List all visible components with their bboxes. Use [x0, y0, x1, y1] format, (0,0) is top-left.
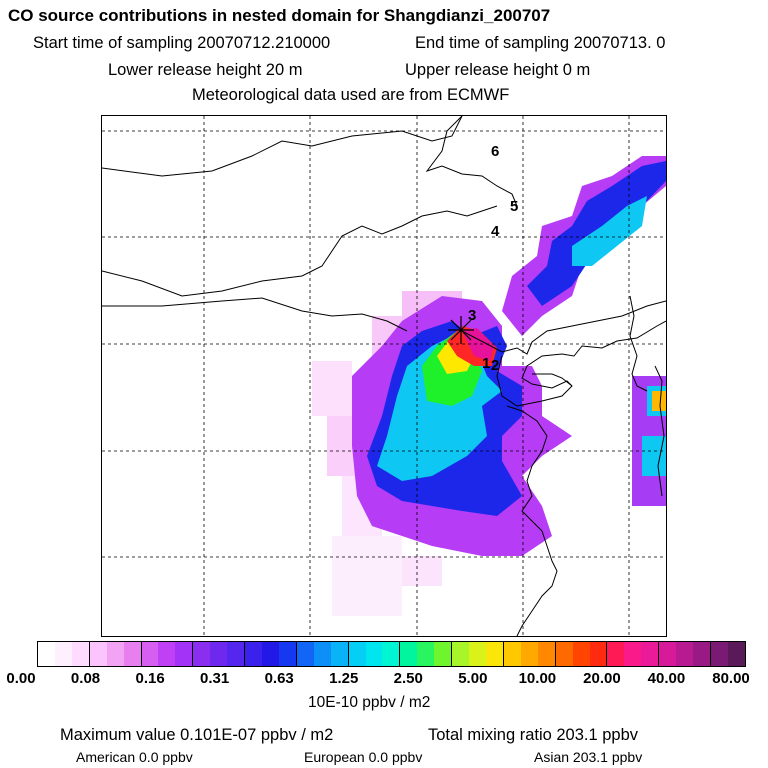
release-upper: Upper release height 0 m: [405, 61, 591, 79]
colorbar-tick-label: 0.00: [6, 670, 36, 687]
colorbar-swatch: [382, 642, 401, 666]
colorbar-swatch: [641, 642, 660, 666]
sampling-start: Start time of sampling 20070712.210000: [33, 34, 331, 52]
colorbar-swatch: [245, 642, 262, 666]
coastline-boundaries: [102, 116, 666, 636]
colorbar-swatch: [313, 642, 331, 666]
map-svg: 6 5 4 3 1 2: [102, 116, 666, 636]
colorbar-swatch: [348, 642, 366, 666]
colorbar-unit: 10E-10 ppbv / m2: [308, 694, 431, 711]
time-label-2: 2: [491, 357, 499, 374]
colorbar-swatch: [710, 642, 728, 666]
time-label-1: 1: [482, 355, 490, 372]
max-value: Maximum value 0.101E-07 ppbv / m2: [60, 726, 334, 744]
time-label-3: 3: [468, 307, 476, 324]
colorbar-swatch: [434, 642, 453, 666]
colorbar-swatch: [227, 642, 246, 666]
colorbar-swatch: [676, 642, 694, 666]
colorbar-swatch: [261, 642, 279, 666]
colorbar-swatch: [607, 642, 625, 666]
time-labels: 6 5 4 3 1 2: [468, 143, 518, 374]
colorbar-swatch: [469, 642, 486, 666]
asian-contribution: Asian 203.1 ppbv: [534, 749, 643, 765]
colorbar-tick-label: 0.31: [200, 670, 230, 687]
time-label-5: 5: [510, 198, 518, 215]
colorbar-swatch: [452, 642, 470, 666]
colorbar-swatch: [365, 642, 383, 666]
colorbar-swatch: [624, 642, 642, 666]
map-panel: 6 5 4 3 1 2: [101, 115, 667, 637]
colorbar-swatch: [175, 642, 194, 666]
colorbar-swatch: [400, 642, 418, 666]
colorbar-swatch: [158, 642, 176, 666]
colorbar-swatch: [727, 642, 745, 666]
colorbar-swatch: [330, 642, 349, 666]
colorbar-swatch: [555, 642, 573, 666]
concentration-field: [312, 156, 666, 616]
colorbar-swatch: [417, 642, 435, 666]
sampling-end: End time of sampling 20070713. 0: [415, 34, 666, 52]
colorbar-swatch: [123, 642, 142, 666]
colorbar-swatch: [89, 642, 107, 666]
time-label-4: 4: [491, 223, 500, 240]
colorbar-swatch: [485, 642, 504, 666]
colorbar-swatch: [537, 642, 556, 666]
time-label-6: 6: [491, 143, 499, 160]
colorbar-swatch: [54, 642, 72, 666]
release-lower: Lower release height 20 m: [108, 61, 303, 79]
colorbar-swatch: [106, 642, 124, 666]
colorbar-swatch: [520, 642, 538, 666]
colorbar-swatch: [278, 642, 297, 666]
european-contribution: European 0.0 ppbv: [304, 749, 423, 765]
colorbar-swatch: [141, 642, 159, 666]
american-contribution: American 0.0 ppbv: [76, 749, 193, 765]
colorbar-swatch: [38, 642, 55, 666]
met-source: Meteorological data used are from ECMWF: [192, 86, 510, 104]
colorbar-tick-label: 1.25: [329, 670, 359, 687]
colorbar-tick-label: 80.00: [712, 670, 750, 687]
colorbar-tick-label: 0.16: [135, 670, 165, 687]
release-site: [448, 316, 474, 344]
colorbar-swatch: [503, 642, 521, 666]
colorbar-swatch: [589, 642, 608, 666]
colorbar-tick-label: 0.63: [264, 670, 294, 687]
colorbar-tick-label: 2.50: [393, 670, 423, 687]
colorbar-swatch: [296, 642, 314, 666]
colorbar-swatch: [659, 642, 677, 666]
colorbar-swatch: [572, 642, 590, 666]
colorbar-tick-label: 20.00: [583, 670, 621, 687]
colorbar-tick-label: 10.00: [518, 670, 557, 687]
colorbar-swatch: [210, 642, 228, 666]
colorbar-swatch: [693, 642, 711, 666]
map-title: CO source contributions in nested domain…: [8, 6, 551, 25]
colorbar-swatch: [193, 642, 211, 666]
colorbar-swatch: [71, 642, 90, 666]
total-mixing-ratio: Total mixing ratio 203.1 ppbv: [428, 726, 639, 744]
colorbar-tick-label: 0.08: [70, 670, 101, 687]
colorbar-tick-label: 5.00: [458, 670, 488, 687]
colorbar-tick-label: 40.00: [647, 670, 686, 687]
colorbar: [37, 641, 746, 667]
